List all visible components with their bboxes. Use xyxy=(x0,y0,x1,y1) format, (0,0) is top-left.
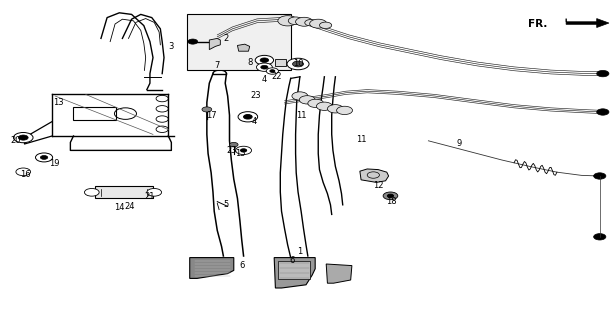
Text: 13: 13 xyxy=(53,98,64,107)
Circle shape xyxy=(260,58,269,62)
Circle shape xyxy=(288,17,303,25)
Circle shape xyxy=(84,188,99,196)
Circle shape xyxy=(597,70,609,77)
Polygon shape xyxy=(274,258,315,288)
Circle shape xyxy=(13,132,33,143)
Text: 17: 17 xyxy=(206,111,217,120)
Circle shape xyxy=(16,168,31,176)
Circle shape xyxy=(40,156,48,159)
Circle shape xyxy=(241,149,247,152)
Text: 6: 6 xyxy=(290,256,295,265)
Text: 24: 24 xyxy=(124,202,135,211)
Bar xyxy=(278,261,310,279)
Circle shape xyxy=(310,19,327,28)
Circle shape xyxy=(244,115,252,119)
Circle shape xyxy=(35,153,53,162)
Circle shape xyxy=(255,55,274,65)
Text: 14: 14 xyxy=(114,204,125,212)
Circle shape xyxy=(238,112,258,122)
Text: 6: 6 xyxy=(239,261,244,270)
Circle shape xyxy=(147,188,162,196)
Polygon shape xyxy=(326,264,352,283)
Bar xyxy=(95,186,153,198)
Text: 9: 9 xyxy=(457,140,461,148)
Bar xyxy=(275,59,286,66)
Circle shape xyxy=(327,105,343,113)
Text: 10: 10 xyxy=(293,60,304,68)
Circle shape xyxy=(256,63,272,71)
Circle shape xyxy=(316,102,332,110)
Text: 21: 21 xyxy=(144,192,155,201)
Text: 18: 18 xyxy=(386,197,397,206)
Text: FR.: FR. xyxy=(528,19,548,29)
Text: 12: 12 xyxy=(373,181,384,190)
Circle shape xyxy=(202,107,212,112)
Text: 20: 20 xyxy=(10,136,21,145)
Circle shape xyxy=(292,92,308,100)
Text: 2: 2 xyxy=(224,34,229,43)
Polygon shape xyxy=(209,38,220,50)
Polygon shape xyxy=(237,44,250,51)
Text: 5: 5 xyxy=(224,200,229,209)
Circle shape xyxy=(319,22,332,28)
Circle shape xyxy=(383,192,398,200)
Circle shape xyxy=(594,234,606,240)
Circle shape xyxy=(287,58,309,70)
Text: 19: 19 xyxy=(48,159,59,168)
Text: 4: 4 xyxy=(262,76,267,84)
Text: 7: 7 xyxy=(215,61,220,70)
Text: 1: 1 xyxy=(297,247,302,256)
Circle shape xyxy=(296,17,313,26)
Text: 11: 11 xyxy=(356,135,367,144)
Circle shape xyxy=(594,173,606,179)
Polygon shape xyxy=(566,19,609,28)
Circle shape xyxy=(299,96,315,104)
Circle shape xyxy=(266,68,278,74)
Circle shape xyxy=(305,20,317,26)
Text: 22: 22 xyxy=(271,72,282,81)
Text: 23: 23 xyxy=(250,92,261,100)
Polygon shape xyxy=(360,169,389,182)
Text: 3: 3 xyxy=(169,42,174,51)
Text: 23: 23 xyxy=(226,146,237,155)
Circle shape xyxy=(597,109,609,115)
Circle shape xyxy=(230,142,238,147)
Circle shape xyxy=(18,135,28,140)
Circle shape xyxy=(270,70,275,72)
Bar xyxy=(73,107,116,120)
Circle shape xyxy=(337,106,353,115)
Polygon shape xyxy=(190,258,234,278)
Circle shape xyxy=(188,39,198,44)
Circle shape xyxy=(236,146,252,155)
Text: 16: 16 xyxy=(20,170,31,179)
Text: 15: 15 xyxy=(235,149,246,158)
Circle shape xyxy=(293,61,304,67)
Circle shape xyxy=(278,16,297,26)
Circle shape xyxy=(387,194,394,197)
Text: 8: 8 xyxy=(247,58,252,67)
Bar xyxy=(187,14,291,70)
Text: 4: 4 xyxy=(252,117,256,126)
Circle shape xyxy=(261,65,268,69)
Text: 11: 11 xyxy=(296,111,307,120)
Circle shape xyxy=(308,99,324,108)
